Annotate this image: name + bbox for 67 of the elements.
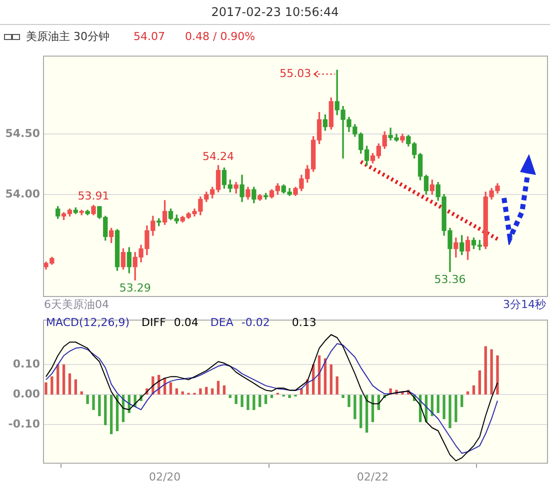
chart-subtitle: 美原油主 30分钟 — [26, 29, 110, 44]
annotation: 55.03 — [280, 66, 312, 80]
text: 54.07 — [134, 30, 165, 43]
bar — [348, 394, 350, 408]
bar — [234, 394, 238, 404]
bar — [175, 388, 178, 395]
bar — [490, 349, 493, 395]
bar — [330, 364, 332, 395]
y-tick-label: 54.00 — [5, 187, 40, 200]
bar — [50, 376, 54, 395]
bar — [56, 364, 60, 395]
text: DEA — [210, 316, 234, 329]
bar — [442, 394, 446, 420]
bar — [252, 394, 256, 410]
bar — [240, 394, 244, 408]
bar — [169, 382, 172, 395]
bar — [210, 388, 214, 395]
bar — [199, 388, 202, 395]
x-tick-label: 02/20 — [148, 470, 181, 484]
text: 3分14秒 — [503, 297, 546, 312]
bar — [371, 394, 374, 422]
bar — [288, 394, 291, 398]
bar — [336, 376, 338, 395]
bar — [86, 394, 89, 404]
y-tick-label: 0.10 — [12, 358, 40, 371]
bar — [264, 394, 268, 404]
bar — [436, 394, 440, 414]
chart-title: MACD(12,26,9) — [46, 316, 130, 329]
annotation: 0.04 — [174, 316, 198, 329]
bar — [110, 394, 113, 434]
bar — [484, 346, 487, 395]
chart-title: 2017-02-23 10:56:44 — [0, 0, 550, 25]
bar — [92, 394, 95, 410]
bar — [62, 364, 66, 395]
bar — [258, 394, 262, 408]
bar — [342, 394, 344, 398]
bar — [222, 385, 226, 395]
bar — [104, 394, 107, 426]
annotation: 54.24 — [202, 150, 234, 163]
bar — [496, 355, 499, 395]
bar — [44, 382, 48, 395]
text: 0.48 / 0.90% — [185, 30, 256, 43]
bar — [74, 379, 78, 395]
y-tick-label: -0.10 — [8, 418, 40, 431]
bar — [246, 394, 250, 410]
annotation: 53.29 — [119, 281, 151, 294]
annotation: -0.02 — [241, 316, 270, 329]
y-tick-label: 54.50 — [5, 126, 40, 140]
text: 6天美原油04 — [44, 297, 109, 312]
bar — [478, 370, 482, 395]
bar — [454, 394, 458, 422]
bar — [360, 394, 362, 428]
bar — [216, 380, 220, 395]
bar — [448, 394, 452, 428]
bar — [205, 386, 208, 395]
y-tick-label: 0.00 — [12, 388, 40, 401]
bar — [300, 388, 303, 395]
annotation: 53.36 — [434, 273, 466, 286]
bar — [68, 373, 72, 395]
text: DIFF — [142, 316, 166, 329]
bar — [460, 394, 464, 408]
bar — [98, 394, 101, 416]
annotation: 0.13 — [292, 316, 316, 329]
bar — [472, 385, 476, 395]
x-tick-label: 02/22 — [356, 470, 389, 484]
bar — [354, 394, 356, 420]
annotation: 53.91 — [78, 190, 110, 203]
